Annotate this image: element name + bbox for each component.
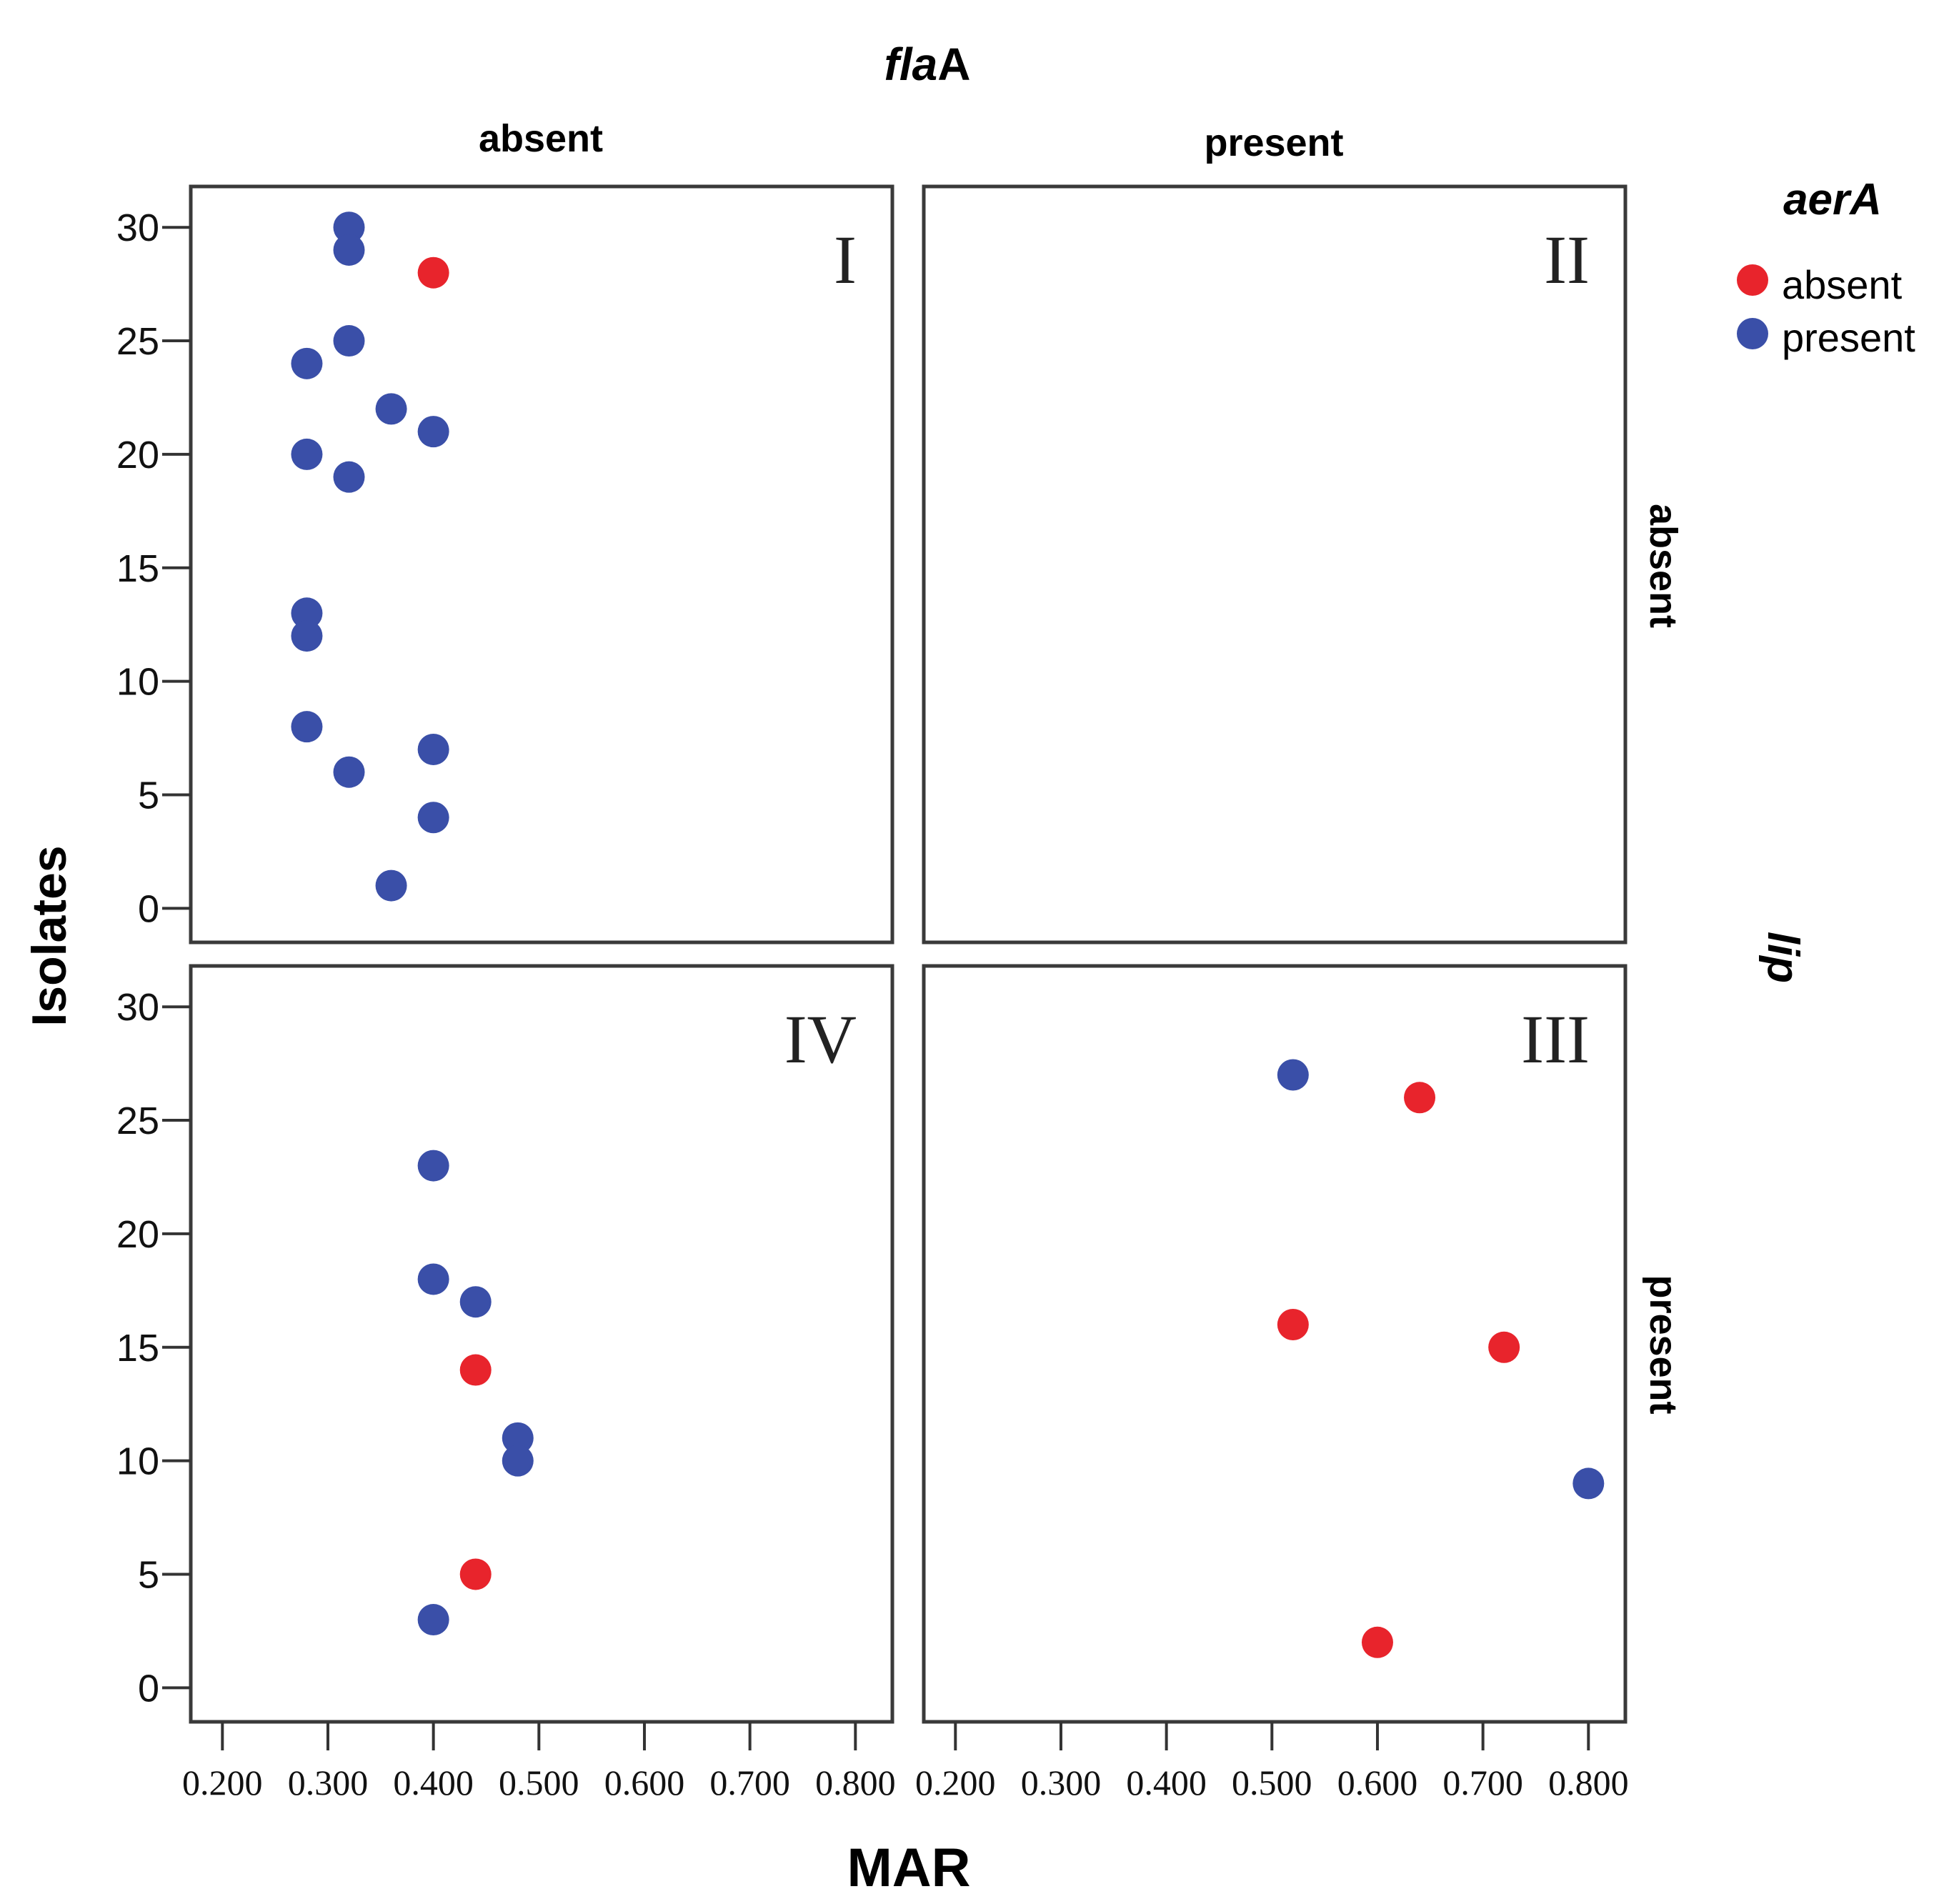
- y-axis-title: Isolates: [22, 845, 76, 1026]
- x-tick-label: 0.300: [1021, 1763, 1102, 1803]
- y-tick-label: 15: [116, 547, 159, 590]
- x-tick-label: 0.500: [499, 1763, 579, 1803]
- data-point-present: [375, 869, 407, 902]
- data-point-present: [291, 347, 323, 379]
- y-tick-label: 30: [116, 206, 159, 249]
- row-facet-title: lip: [1758, 932, 1808, 983]
- chart-title-italic: fla: [884, 39, 938, 90]
- panel-frame: [189, 184, 894, 944]
- data-point-present: [291, 620, 323, 652]
- x-tick-label: 0.700: [709, 1763, 790, 1803]
- data-point-absent: [459, 1558, 492, 1590]
- data-point-absent: [1488, 1331, 1520, 1363]
- panel-II: II: [922, 184, 1628, 944]
- data-point-present: [417, 1150, 449, 1182]
- panel-label: III: [1521, 1001, 1590, 1077]
- panel-frame: [922, 964, 1628, 1724]
- data-point-absent: [459, 1354, 492, 1386]
- panel-III: III 0.200 0.300 0.400 0.500 0.600 0.700 0.800: [915, 964, 1629, 1803]
- y-tick-label: 0: [138, 1667, 159, 1710]
- x-tick-label: 0.200: [915, 1763, 996, 1803]
- row-header-present: present: [1642, 1275, 1685, 1414]
- column-header-present: present: [1204, 121, 1343, 164]
- x-tick-label: 0.300: [288, 1763, 369, 1803]
- y-tick-label: 10: [116, 661, 159, 704]
- data-point-absent: [1404, 1082, 1436, 1114]
- x-tick-label: 0.700: [1442, 1763, 1523, 1803]
- panel-label: II: [1544, 221, 1590, 298]
- data-point-present: [1572, 1467, 1605, 1500]
- data-point-present: [417, 733, 449, 765]
- data-point-present: [417, 802, 449, 834]
- data-point-present: [333, 211, 365, 244]
- panel-label: IV: [784, 1001, 857, 1077]
- y-tick-label: 20: [116, 434, 159, 477]
- x-tick-label: 0.400: [1126, 1763, 1207, 1803]
- panel-frame: [189, 964, 894, 1724]
- legend-label-absent: absent: [1782, 262, 1903, 307]
- y-tick-label: 10: [116, 1440, 159, 1483]
- data-point-present: [1277, 1059, 1309, 1091]
- y-tick-label: 15: [116, 1327, 159, 1370]
- data-point-present: [417, 1604, 449, 1636]
- x-tick-label: 0.500: [1232, 1763, 1312, 1803]
- legend-label-present: present: [1782, 315, 1915, 360]
- x-tick-label: 0.600: [604, 1763, 685, 1803]
- x-tick-label: 0.400: [393, 1763, 474, 1803]
- x-tick-label: 0.200: [182, 1763, 263, 1803]
- panels: I 0 5 10 15 20 25 30 II IV 0 5 10 15 20 25 30 0.200 0.300 0…: [116, 184, 1629, 1803]
- y-tick-label: 25: [116, 1100, 159, 1142]
- chart-title: flaA: [884, 39, 971, 90]
- x-axis-title: MAR: [847, 1838, 970, 1898]
- y-tick-label: 30: [116, 986, 159, 1029]
- data-point-present: [459, 1286, 492, 1318]
- data-point-present: [502, 1445, 534, 1477]
- column-header-absent: absent: [479, 117, 603, 160]
- data-point-present: [333, 234, 365, 266]
- x-tick-label: 0.800: [815, 1763, 896, 1803]
- data-point-present: [333, 756, 365, 788]
- y-tick-label: 5: [138, 774, 159, 817]
- y-tick-label: 5: [138, 1553, 159, 1596]
- data-point-present: [417, 416, 449, 448]
- data-point-present: [375, 393, 407, 425]
- x-tick-label: 0.800: [1548, 1763, 1629, 1803]
- row-header-absent: absent: [1642, 504, 1685, 628]
- legend: aerA absent present: [1737, 175, 1915, 360]
- data-point-absent: [1361, 1626, 1393, 1658]
- legend-marker-present: [1737, 318, 1768, 349]
- data-point-present: [333, 325, 365, 357]
- y-tick-label: 25: [116, 320, 159, 363]
- y-tick-label: 0: [138, 887, 159, 930]
- data-point-present: [291, 597, 323, 629]
- panel-frame: [922, 184, 1628, 944]
- panel-label: I: [834, 221, 857, 298]
- data-point-present: [291, 438, 323, 470]
- legend-marker-absent: [1737, 264, 1768, 296]
- data-point-present: [291, 711, 323, 743]
- y-tick-label: 20: [116, 1213, 159, 1256]
- x-tick-label: 0.600: [1337, 1763, 1418, 1803]
- data-point-absent: [1277, 1308, 1309, 1340]
- chart-title-plain: A: [937, 39, 970, 90]
- data-point-present: [333, 461, 365, 493]
- panel-IV: IV 0 5 10 15 20 25 30 0.200 0.300 0.400 0.500 0.600 0…: [116, 964, 896, 1803]
- data-point-present: [417, 1263, 449, 1295]
- data-point-absent: [417, 256, 449, 289]
- panel-I: I 0 5 10 15 20 25 30: [116, 184, 894, 944]
- legend-title: aerA: [1783, 175, 1882, 224]
- data-point-present: [502, 1422, 534, 1454]
